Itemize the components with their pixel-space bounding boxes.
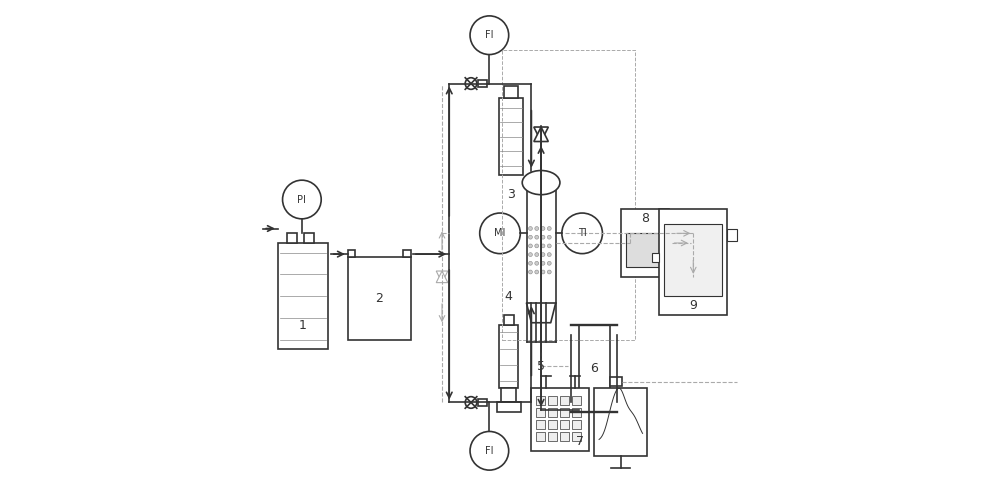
Circle shape [535, 235, 539, 239]
Text: 8: 8 [641, 212, 649, 226]
Circle shape [470, 432, 509, 470]
Circle shape [529, 226, 532, 230]
FancyBboxPatch shape [560, 433, 569, 441]
Circle shape [562, 213, 602, 254]
Circle shape [535, 226, 539, 230]
Circle shape [535, 261, 539, 265]
Text: 9: 9 [689, 299, 697, 312]
Circle shape [529, 270, 532, 274]
FancyBboxPatch shape [621, 209, 669, 277]
FancyBboxPatch shape [287, 233, 297, 243]
FancyBboxPatch shape [527, 183, 556, 303]
FancyBboxPatch shape [594, 388, 647, 455]
FancyBboxPatch shape [501, 388, 516, 402]
Circle shape [541, 261, 545, 265]
FancyBboxPatch shape [652, 253, 659, 262]
FancyBboxPatch shape [664, 224, 722, 296]
Polygon shape [534, 127, 548, 141]
FancyBboxPatch shape [403, 250, 411, 258]
FancyBboxPatch shape [548, 433, 557, 441]
Text: FI: FI [485, 446, 494, 456]
Circle shape [541, 226, 545, 230]
Text: 7: 7 [576, 434, 584, 448]
FancyBboxPatch shape [478, 80, 487, 87]
FancyBboxPatch shape [531, 388, 589, 451]
Polygon shape [436, 271, 448, 283]
FancyBboxPatch shape [536, 433, 545, 441]
FancyBboxPatch shape [548, 408, 557, 417]
Circle shape [547, 235, 551, 239]
Circle shape [480, 213, 520, 254]
FancyBboxPatch shape [626, 233, 664, 267]
FancyBboxPatch shape [536, 396, 545, 405]
Circle shape [541, 235, 545, 239]
FancyBboxPatch shape [536, 408, 545, 417]
Circle shape [535, 244, 539, 248]
FancyBboxPatch shape [560, 408, 569, 417]
FancyBboxPatch shape [504, 86, 518, 98]
Text: 5: 5 [537, 360, 545, 373]
FancyBboxPatch shape [610, 377, 622, 386]
FancyBboxPatch shape [504, 315, 514, 325]
FancyBboxPatch shape [579, 325, 610, 412]
FancyBboxPatch shape [572, 408, 581, 417]
Circle shape [529, 261, 532, 265]
Circle shape [547, 253, 551, 257]
Text: PI: PI [297, 194, 306, 205]
FancyBboxPatch shape [478, 399, 487, 406]
Text: MI: MI [494, 228, 506, 238]
Text: FI: FI [485, 30, 494, 40]
Circle shape [547, 270, 551, 274]
Text: 4: 4 [505, 290, 513, 303]
FancyBboxPatch shape [572, 396, 581, 405]
FancyBboxPatch shape [499, 325, 518, 388]
FancyBboxPatch shape [560, 420, 569, 429]
Circle shape [529, 235, 532, 239]
Text: TI: TI [578, 228, 587, 238]
FancyBboxPatch shape [572, 420, 581, 429]
FancyBboxPatch shape [560, 396, 569, 405]
Text: 3: 3 [507, 188, 515, 201]
FancyBboxPatch shape [727, 229, 737, 241]
Circle shape [529, 253, 532, 257]
Polygon shape [534, 127, 548, 141]
FancyBboxPatch shape [499, 98, 523, 175]
Polygon shape [436, 271, 448, 283]
Circle shape [535, 270, 539, 274]
Circle shape [529, 244, 532, 248]
FancyBboxPatch shape [497, 402, 521, 412]
FancyBboxPatch shape [548, 420, 557, 429]
FancyBboxPatch shape [536, 420, 545, 429]
Circle shape [541, 270, 545, 274]
Circle shape [541, 253, 545, 257]
Circle shape [547, 244, 551, 248]
FancyBboxPatch shape [304, 233, 314, 243]
FancyBboxPatch shape [348, 250, 355, 258]
Circle shape [283, 180, 321, 219]
FancyBboxPatch shape [548, 396, 557, 405]
FancyBboxPatch shape [348, 258, 411, 340]
Circle shape [547, 226, 551, 230]
FancyBboxPatch shape [659, 209, 727, 315]
Circle shape [535, 253, 539, 257]
Text: 6: 6 [590, 362, 598, 375]
Ellipse shape [522, 171, 560, 195]
Circle shape [541, 244, 545, 248]
Text: 1: 1 [299, 319, 307, 331]
Circle shape [547, 261, 551, 265]
FancyBboxPatch shape [572, 433, 581, 441]
FancyBboxPatch shape [278, 243, 328, 349]
Circle shape [470, 16, 509, 54]
FancyBboxPatch shape [536, 405, 546, 415]
Text: 2: 2 [375, 292, 383, 305]
